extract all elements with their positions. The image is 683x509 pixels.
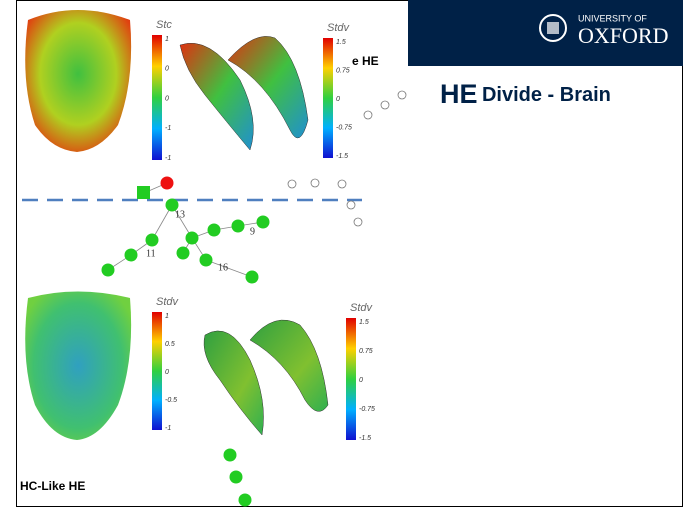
colorbar-tick: -1 xyxy=(165,155,171,162)
tree-label: 11 xyxy=(146,248,156,259)
tree-node-square xyxy=(137,186,150,199)
tree-node-empty xyxy=(381,101,389,109)
tree-node-empty xyxy=(354,218,362,226)
colorbar-tick: -1 xyxy=(165,425,171,432)
colorbar-tick: 1 xyxy=(165,313,169,320)
colorbar-tick: 1.5 xyxy=(359,319,369,326)
panel-label: e HE xyxy=(352,54,379,68)
colorbar-tick: 0 xyxy=(165,66,169,73)
colorbar-tick: -0.75 xyxy=(336,124,352,131)
colorbar xyxy=(152,35,162,160)
title: HE Divide - Brain xyxy=(440,79,611,109)
colorbar-tick: 0 xyxy=(165,95,169,102)
crest-book xyxy=(547,22,559,34)
colorbar-title: Stdv xyxy=(156,296,180,308)
tree-edge xyxy=(206,260,252,277)
tree-node-empty xyxy=(364,111,372,119)
tree-node xyxy=(200,254,213,267)
colorbar-tick: 0 xyxy=(359,377,363,384)
tree-node xyxy=(146,234,159,247)
title-strong: HE xyxy=(440,79,478,109)
tree-label: 9 xyxy=(250,226,255,237)
colorbar xyxy=(323,38,333,158)
tree-node xyxy=(125,249,138,262)
tree-node-empty xyxy=(311,179,319,187)
colorbar-title: Stdv xyxy=(327,22,351,34)
tree-node xyxy=(232,220,245,233)
colorbar-tick: -1.5 xyxy=(336,153,348,160)
colorbar-title: Stdv xyxy=(350,302,374,314)
colorbar-tick: -1.5 xyxy=(359,435,371,442)
tree-node xyxy=(257,216,270,229)
tree-label: 16 xyxy=(218,262,228,273)
tree-node xyxy=(102,264,115,277)
panel-label: HC-Like HE xyxy=(20,479,85,493)
brain-bottom-left xyxy=(204,331,264,435)
colorbar-tick: 1 xyxy=(165,36,169,43)
colorbar-tick: 1.5 xyxy=(336,39,346,46)
colorbar-tick: 0 xyxy=(336,96,340,103)
tree-node xyxy=(239,494,252,507)
colorbar-tick: 0 xyxy=(165,369,169,376)
tree-node xyxy=(177,247,190,260)
colorbar-tick: -0.5 xyxy=(165,397,177,404)
tree-node xyxy=(186,232,199,245)
tree-node-empty xyxy=(288,180,296,188)
tree-node xyxy=(224,449,237,462)
tree-node xyxy=(246,271,259,284)
tree-node-empty xyxy=(347,201,355,209)
colorbar-tick: -1 xyxy=(165,125,171,132)
colorbar-tick: 0.75 xyxy=(336,67,350,74)
tree-node-red xyxy=(161,177,174,190)
colorbar xyxy=(346,318,356,440)
colorbar-tick: -0.75 xyxy=(359,406,375,413)
face-top xyxy=(25,10,131,152)
colorbar-tick: 0.75 xyxy=(359,348,373,355)
tree-label: 13 xyxy=(175,209,185,220)
slide: UNIVERSITY OF OXFORD HE Divide - Brain e… xyxy=(0,0,683,509)
tree-node xyxy=(208,224,221,237)
colorbar-title: Stc xyxy=(156,19,172,31)
tree-node-empty xyxy=(338,180,346,188)
tree-node-empty xyxy=(398,91,406,99)
colorbar xyxy=(152,312,162,430)
face-bottom xyxy=(25,292,131,441)
colorbar-tick: 0.5 xyxy=(165,341,175,348)
tree: 13 9 11 16 xyxy=(102,91,407,507)
university-of: UNIVERSITY OF xyxy=(578,13,647,23)
tree-node xyxy=(230,471,243,484)
title-rest: Divide - Brain xyxy=(482,84,611,106)
oxford: OXFORD xyxy=(578,23,668,48)
